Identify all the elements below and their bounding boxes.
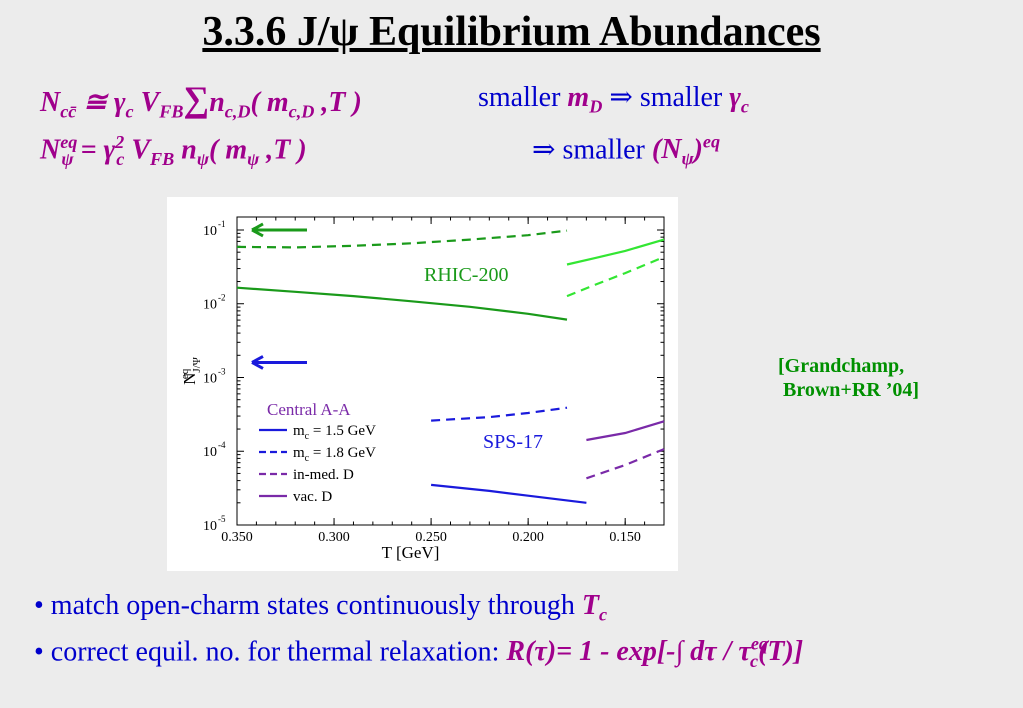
y-tick-label: 10 bbox=[203, 298, 217, 313]
legend-label-2: in-med. D bbox=[293, 467, 354, 483]
series-line-1 bbox=[236, 286, 568, 321]
legend-label-1: mc = 1.8 GeV bbox=[293, 445, 376, 464]
series-line-5 bbox=[430, 483, 587, 504]
slide-title: 3.3.6 J/ψ Equilibrium Abundances bbox=[202, 9, 821, 55]
x-tick-label: 0.200 bbox=[512, 530, 544, 545]
x-tick-label: 0.150 bbox=[609, 530, 641, 545]
smaller-md-statement: smaller mD ⇒ smaller γc bbox=[478, 82, 749, 117]
y-axis-label: NJ/Ψeq bbox=[179, 356, 203, 385]
legend-title: Central A-A bbox=[267, 400, 351, 419]
formula-neq: Neqψ = γ2c VFB nψ( mψ ,T ) bbox=[40, 132, 307, 169]
x-axis-label: T [GeV] bbox=[382, 543, 440, 562]
series-line-2 bbox=[566, 238, 665, 266]
equilibrium-arrow-head-0 bbox=[251, 222, 264, 238]
smaller-neq-statement: ⇒ smaller (Nψ)eq bbox=[532, 132, 721, 169]
series-line-3 bbox=[566, 255, 665, 298]
x-tick-label: 0.250 bbox=[415, 530, 447, 545]
series-line-6 bbox=[586, 420, 665, 442]
y-tick-label: 10 bbox=[203, 519, 217, 534]
y-tick-exponent: -5 bbox=[218, 514, 226, 524]
citation: [Grandchamp, Brown+RR ’04] bbox=[778, 355, 920, 401]
y-tick-label: 10 bbox=[203, 224, 217, 239]
bullet-thermal-relaxation: • correct equil. no. for thermal relaxat… bbox=[34, 634, 804, 671]
legend-label-3: vac. D bbox=[293, 489, 332, 505]
rhic-label: RHIC-200 bbox=[424, 264, 508, 286]
chart-panel: 0.350 0.300 0.250 0.200 0.150 10 -5 10 -4 10 -3 10-… bbox=[167, 197, 678, 571]
formula-ncc: Ncc̄ ≅ γc VFB∑nc,D( mc,D ,T ) bbox=[40, 79, 362, 122]
sps-label: SPS-17 bbox=[483, 431, 543, 453]
x-tick-label: 0.300 bbox=[318, 530, 350, 545]
y-tick-exponent: -2 bbox=[218, 293, 226, 303]
series-line-0 bbox=[236, 229, 568, 249]
equilibrium-arrow-head-1 bbox=[251, 355, 264, 370]
y-tick-exponent: -4 bbox=[218, 440, 226, 450]
y-tick-label: 10 bbox=[203, 371, 217, 386]
legend-label-0: mc = 1.5 GeV bbox=[293, 423, 376, 442]
y-tick-exponent: -1 bbox=[218, 219, 226, 229]
y-tick-exponent: -3 bbox=[218, 366, 226, 376]
series-line-4 bbox=[431, 406, 568, 422]
bullet-open-charm: • match open-charm states continuously t… bbox=[34, 590, 608, 625]
y-tick-label: 10 bbox=[203, 445, 217, 460]
series-line-7 bbox=[586, 448, 665, 480]
x-tick-label: 0.350 bbox=[221, 530, 253, 545]
